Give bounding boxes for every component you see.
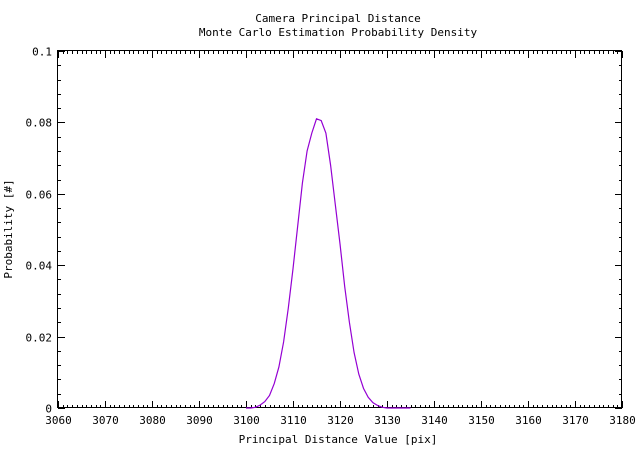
y-tick-label: 0.06 [26,189,53,202]
chart-subtitle: Monte Carlo Estimation Probability Densi… [199,26,478,39]
x-tick-label: 3150 [468,414,495,427]
y-tick-label: 0 [45,403,52,416]
x-tick-label: 3130 [374,414,401,427]
x-tick-label: 3180 [609,414,636,427]
axis-ticks [58,51,623,409]
plot-frame [57,50,622,408]
x-tick-label: 3080 [139,414,166,427]
y-tick-labels: 0 0.02 0.04 0.06 0.08 0.1 [26,46,53,416]
x-tick-label: 3060 [45,414,72,427]
y-tick-label: 0.04 [26,260,53,273]
x-axis-label: Principal Distance Value [pix] [239,433,438,446]
x-tick-label: 3120 [327,414,354,427]
y-tick-label: 0.08 [26,117,53,130]
x-tick-label: 3160 [515,414,542,427]
y-axis-label: Probability [#] [2,179,15,278]
y-tick-label: 0.02 [26,332,53,345]
y-tick-label: 0.1 [32,46,52,59]
x-tick-label: 3110 [280,414,307,427]
x-tick-labels: 3060 3070 3080 3090 3100 3110 3120 3130 3140 3150… [45,414,636,427]
x-tick-label: 3070 [92,414,119,427]
x-tick-label: 3100 [233,414,260,427]
density-curve [246,118,411,409]
chart-title: Camera Principal Distance [255,12,421,25]
x-tick-label: 3170 [562,414,589,427]
x-tick-label: 3140 [421,414,448,427]
x-tick-label: 3090 [186,414,213,427]
